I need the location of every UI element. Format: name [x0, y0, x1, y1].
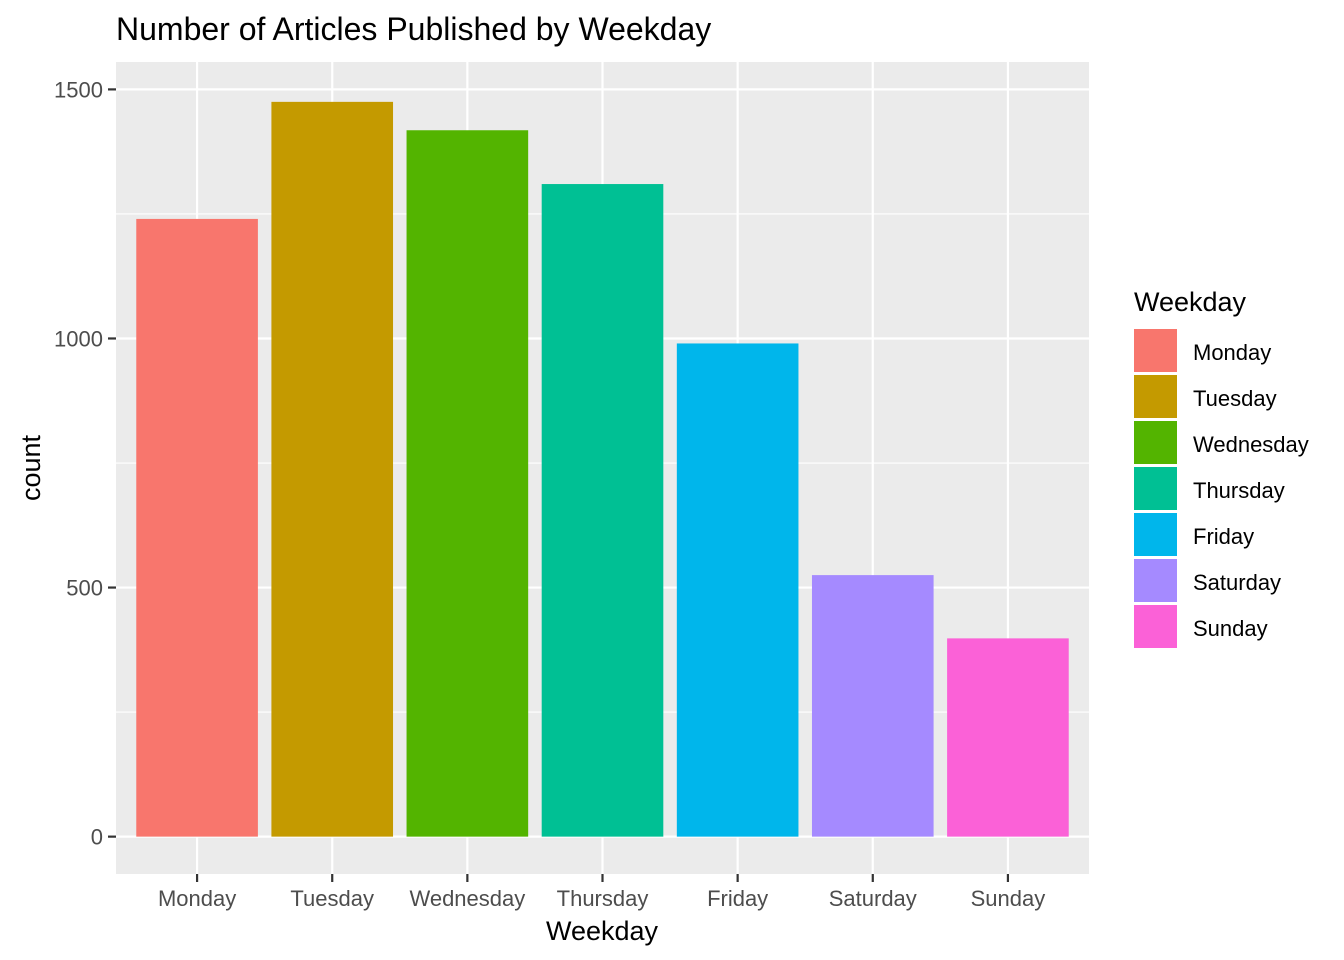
- legend-key-monday: [1134, 329, 1177, 372]
- bar-thursday: [541, 184, 664, 837]
- chart-title: Number of Articles Published by Weekday: [116, 11, 711, 47]
- legend-label: Saturday: [1193, 570, 1281, 595]
- legend-label: Sunday: [1193, 616, 1268, 641]
- bar-monday: [136, 218, 258, 837]
- x-tick-label: Monday: [158, 886, 236, 911]
- bar-friday: [676, 343, 799, 837]
- legend-label: Wednesday: [1193, 432, 1309, 457]
- bar-saturday: [811, 575, 934, 837]
- y-tick-label: 1000: [54, 326, 103, 351]
- legend-label: Friday: [1193, 524, 1254, 549]
- legend-key-tuesday: [1134, 375, 1177, 418]
- bar-tuesday: [271, 101, 394, 837]
- x-axis: Monday Tuesday Wednesday Thursday Friday Satu…: [158, 874, 1045, 911]
- x-tick-label: Thursday: [557, 886, 649, 911]
- x-tick-label: Saturday: [829, 886, 917, 911]
- legend-key-wednesday: [1134, 421, 1177, 464]
- legend-key-friday: [1134, 513, 1177, 556]
- bar-wednesday: [406, 130, 529, 837]
- y-tick-label: 1500: [54, 77, 103, 102]
- x-tick-label: Sunday: [971, 886, 1046, 911]
- x-tick-label: Wednesday: [409, 886, 525, 911]
- y-axis: 0 500 1000 1500: [54, 77, 116, 850]
- legend-label: Tuesday: [1193, 386, 1277, 411]
- bar-sunday: [947, 638, 1069, 837]
- legend-title: Weekday: [1134, 287, 1247, 317]
- bars: [136, 101, 1069, 837]
- legend-label: Monday: [1193, 340, 1271, 365]
- x-tick-label: Friday: [707, 886, 768, 911]
- legend-label: Thursday: [1193, 478, 1285, 503]
- legend-key-saturday: [1134, 559, 1177, 602]
- y-axis-title: count: [16, 434, 46, 501]
- y-tick-label: 500: [66, 576, 103, 601]
- legend-key-thursday: [1134, 467, 1177, 510]
- legend: Weekday Monday Tuesday Wednesday Thursday Fr…: [1134, 287, 1309, 648]
- x-tick-label: Tuesday: [290, 886, 374, 911]
- y-tick-label: 0: [91, 825, 103, 850]
- legend-key-sunday: [1134, 605, 1177, 648]
- x-axis-title: Weekday: [546, 916, 659, 946]
